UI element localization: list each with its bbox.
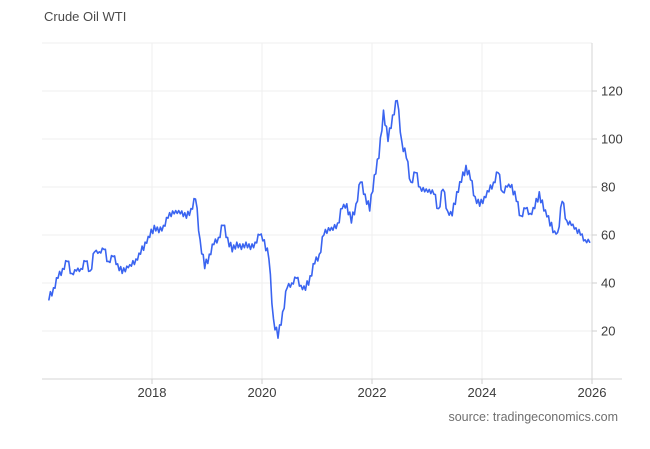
source-attribution: source: tradingeconomics.com [448, 410, 618, 424]
x-axis-label: 2024 [468, 385, 497, 400]
x-axis-label: 2018 [138, 385, 167, 400]
price-line [48, 99, 591, 339]
x-axis-label: 2022 [358, 385, 387, 400]
x-axis-label: 2020 [248, 385, 277, 400]
chart-title: Crude Oil WTI [44, 9, 127, 24]
plot-area[interactable] [42, 43, 592, 379]
y-axis-label: 40 [601, 276, 615, 291]
y-axis-label: 120 [601, 84, 623, 99]
x-axis-label: 2026 [578, 385, 607, 400]
y-axis-label: 80 [601, 180, 615, 195]
y-axis-label: 100 [601, 132, 623, 147]
y-axis-label: 60 [601, 228, 615, 243]
y-axis-label: 20 [601, 324, 615, 339]
